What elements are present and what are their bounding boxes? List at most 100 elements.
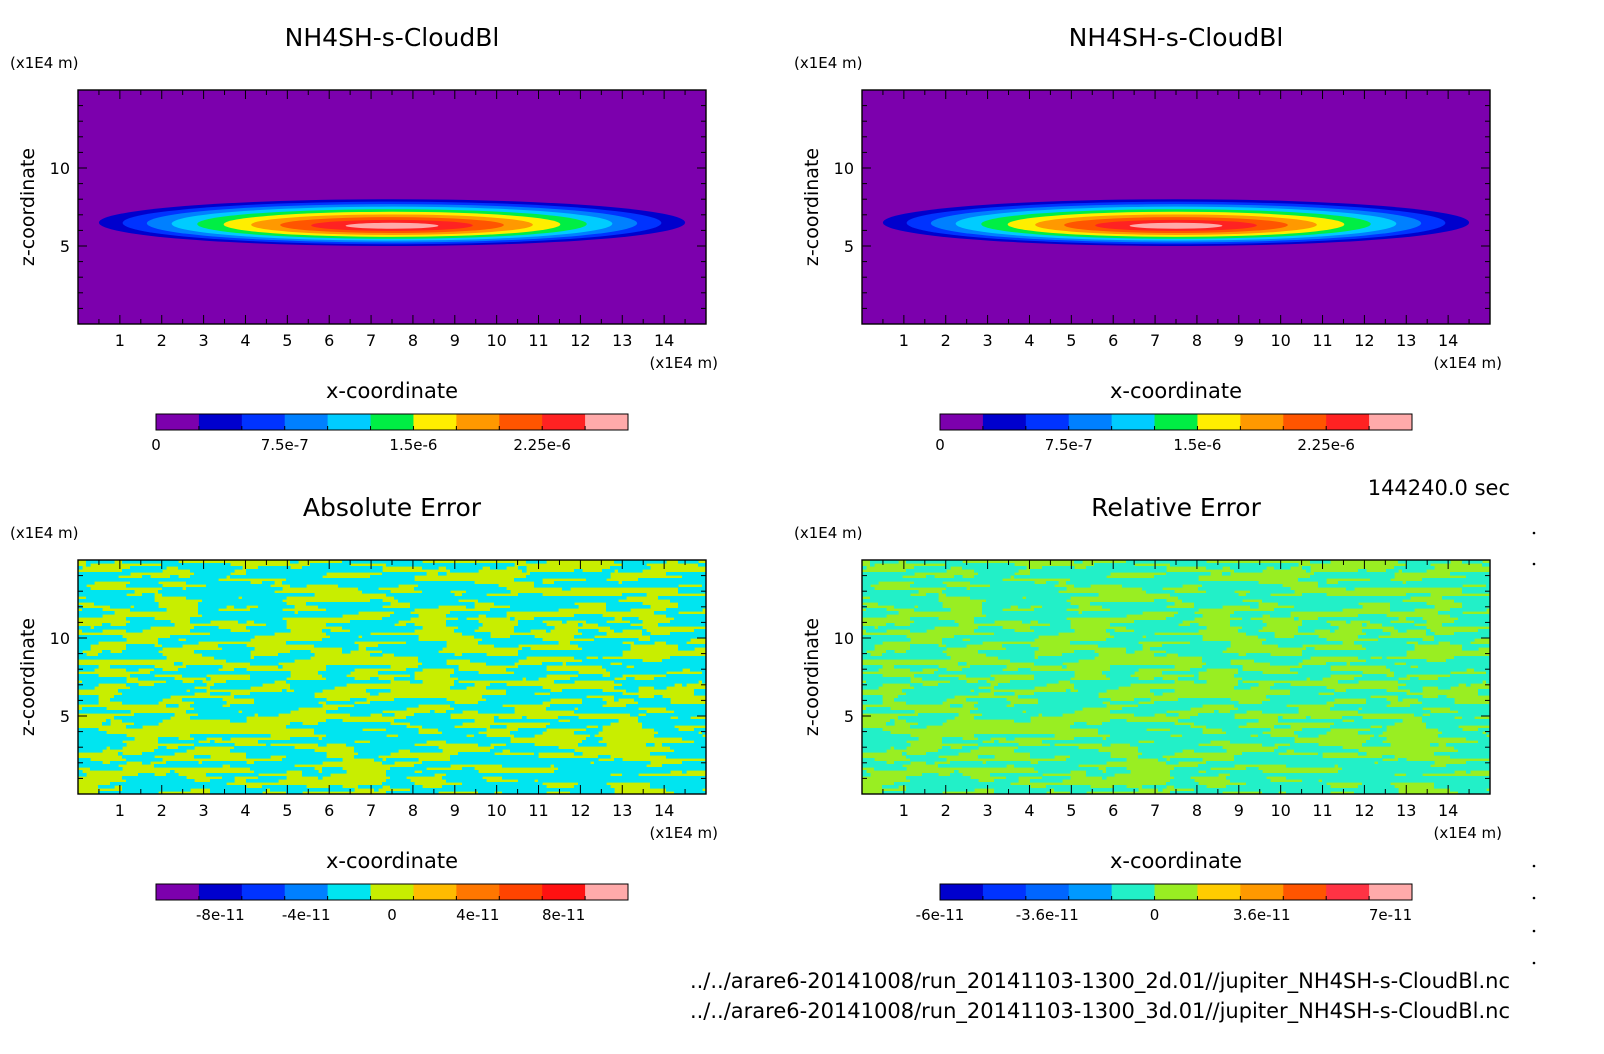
colorbar-segment	[1197, 884, 1241, 900]
chart-title: Relative Error	[1091, 493, 1261, 522]
colorbar-segment	[1283, 414, 1327, 430]
panel-absolute-error: Absolute Error(x1E4 m)1 2 3 4 5 6 7 8 9 10 11 12 13 1…	[10, 493, 718, 924]
x-tick-label: 14	[654, 801, 674, 820]
x-tick-label: 14	[1438, 331, 1458, 350]
y-tick-label: 10	[50, 159, 70, 178]
x-tick-label: 7	[1150, 801, 1160, 820]
x-unit-label: (x1E4 m)	[1433, 354, 1502, 372]
plot-area	[78, 560, 706, 794]
x-axis-label: x-coordinate	[1110, 849, 1242, 873]
x-tick-label: 10	[486, 801, 506, 820]
colorbar-segment	[413, 414, 457, 430]
x-tick-label: 1	[899, 801, 909, 820]
chart-title: NH4SH-s-CloudBl	[285, 23, 500, 52]
colorbar-tick-label: 7e-11	[1369, 906, 1412, 924]
x-unit-label: (x1E4 m)	[649, 354, 718, 372]
colorbar: 0 7.5e-7 1.5e-6 2.25e-6	[935, 413, 1413, 454]
file-path-1: ../../arare6-20141008/run_20141103-1300_…	[690, 969, 1510, 994]
x-tick-label: 12	[1354, 801, 1374, 820]
colorbar-segment	[1068, 414, 1113, 430]
colorbar-tick-label: 1.5e-6	[1173, 436, 1221, 454]
colorbar-segment	[156, 414, 200, 430]
colorbar-segment	[499, 414, 543, 430]
colorbar-segment	[1240, 414, 1284, 430]
colorbar-segment	[585, 414, 629, 430]
x-tick-label: 1	[115, 801, 125, 820]
x-tick-label: 4	[240, 331, 250, 350]
colorbar-tick-label: 4e-11	[456, 906, 499, 924]
colorbar-tick-label: 0	[1150, 906, 1160, 924]
colorbar-segment	[1068, 884, 1113, 900]
colorbar-tick-label: 8e-11	[542, 906, 585, 924]
colorbar-segment	[1326, 884, 1370, 900]
axis-ticks	[862, 560, 1490, 794]
colorbar-segment	[1111, 884, 1156, 900]
colorbar-segment	[1025, 414, 1070, 430]
colorbar-tick-label: 7.5e-7	[261, 436, 309, 454]
colorbar-segment	[1025, 884, 1070, 900]
x-tick-label: 14	[1438, 801, 1458, 820]
panel-nh4sh-right: NH4SH-s-CloudBl(x1E4 m)1 2 3 4 5 6 7 8 9 10 11 12 13…	[794, 23, 1502, 454]
file-path-2: ../../arare6-20141008/run_20141103-1300_…	[690, 999, 1510, 1024]
x-tick-label: 5	[282, 331, 292, 350]
x-tick-label: 4	[1024, 331, 1034, 350]
x-tick-label: 12	[570, 801, 590, 820]
colorbar-tick-label: -8e-11	[196, 906, 245, 924]
x-tick-label: 8	[408, 801, 418, 820]
y-tick-label: 5	[60, 237, 70, 256]
x-unit-label: (x1E4 m)	[649, 824, 718, 842]
x-axis-label: x-coordinate	[1110, 379, 1242, 403]
x-tick-label: 2	[157, 801, 167, 820]
y-axis-label: z-coordinate	[801, 148, 823, 266]
colorbar-tick-label: -3.6e-11	[1016, 906, 1079, 924]
y-axis-label: z-coordinate	[17, 148, 39, 266]
y-unit-label: (x1E4 m)	[794, 524, 863, 542]
colorbar: -8e-11 -4e-11 0 4e-11 8e-11	[155, 883, 629, 924]
x-tick-label: 8	[1192, 801, 1202, 820]
colorbar-tick-label: 0	[151, 436, 161, 454]
x-tick-label: 8	[408, 331, 418, 350]
colorbar-segment	[940, 414, 984, 430]
panel-relative-error: Relative Error(x1E4 m)1 2 3 4 5 6 7 8 9 10 11 12 13 1…	[794, 493, 1502, 924]
x-tick-label: 12	[1354, 331, 1374, 350]
y-tick-label: 5	[844, 237, 854, 256]
plot-area	[862, 560, 1490, 794]
y-unit-label: (x1E4 m)	[10, 524, 79, 542]
x-tick-label: 3	[199, 331, 209, 350]
colorbar: 0 7.5e-7 1.5e-6 2.25e-6	[151, 413, 629, 454]
x-tick-label: 11	[528, 801, 548, 820]
colorbar-segment	[198, 884, 243, 900]
x-tick-label: 5	[282, 801, 292, 820]
axis-ticks	[862, 90, 1490, 324]
colorbar-segment	[456, 414, 500, 430]
x-tick-label: 5	[1066, 801, 1076, 820]
panel-nh4sh-left: NH4SH-s-CloudBl(x1E4 m)1 2 3 4 5 6 7 8 9 10 11 12 13…	[10, 23, 718, 454]
x-tick-label: 2	[157, 331, 167, 350]
colorbar-segment	[585, 884, 629, 900]
colorbar-tick-label: 7.5e-7	[1045, 436, 1093, 454]
x-tick-label: 4	[240, 801, 250, 820]
colorbar-segment	[370, 884, 414, 900]
colorbar-segment	[156, 884, 200, 900]
decorative-dots	[1532, 531, 1536, 965]
x-tick-label: 7	[366, 801, 376, 820]
x-tick-label: 7	[1150, 331, 1160, 350]
x-tick-label: 11	[1312, 331, 1332, 350]
x-tick-label: 3	[983, 331, 993, 350]
x-tick-label: 1	[115, 331, 125, 350]
x-tick-label: 9	[1234, 331, 1244, 350]
axis-ticks	[78, 90, 706, 324]
y-axis-label: z-coordinate	[801, 618, 823, 736]
colorbar-tick-label: 3.6e-11	[1233, 906, 1291, 924]
x-tick-label: 6	[1108, 801, 1118, 820]
colorbar-tick-label: -6e-11	[916, 906, 965, 924]
error-field-cells	[862, 560, 1490, 794]
y-tick-label: 10	[50, 629, 70, 648]
y-unit-label: (x1E4 m)	[10, 54, 79, 72]
x-tick-label: 6	[324, 331, 334, 350]
colorbar-segment	[1240, 884, 1284, 900]
contour-level-10	[345, 222, 439, 229]
x-tick-label: 6	[1108, 331, 1118, 350]
x-tick-label: 12	[570, 331, 590, 350]
